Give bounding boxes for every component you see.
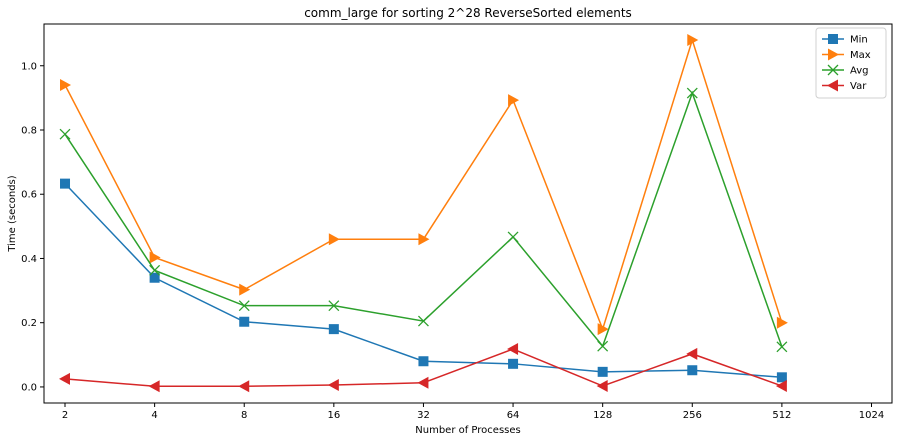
legend-marker — [828, 34, 838, 44]
x-tick-label: 256 — [683, 410, 702, 421]
data-point-max — [328, 233, 340, 246]
legend-item-max: Max — [822, 48, 871, 61]
axes: 2 4 8 16 32 64 128 256 512 1024 0.0 0.2 0.4 0.6 0.8 1.0 — [21, 23, 893, 421]
chart-title: comm_large for sorting 2^28 ReverseSorte… — [304, 6, 632, 20]
y-tick-label: 0.0 — [21, 382, 37, 393]
data-point-min — [149, 272, 160, 283]
x-tick-label: 32 — [417, 410, 430, 421]
legend: Min Max Avg Var — [815, 27, 887, 99]
legend-item-avg: Avg — [822, 64, 869, 77]
data-point-var — [775, 379, 787, 392]
y-tick-label: 0.2 — [21, 318, 37, 329]
data-point-var — [238, 380, 250, 393]
x-tick-label: 4 — [151, 410, 157, 421]
data-point-min — [776, 372, 787, 383]
series-line-avg — [64, 90, 783, 348]
x-tick-label: 128 — [593, 410, 612, 421]
x-tick-label: 16 — [327, 410, 340, 421]
series-var — [59, 343, 787, 393]
legend-label: Var — [850, 81, 867, 92]
data-point-min — [239, 316, 250, 327]
data-point-var — [417, 376, 429, 389]
data-point-avg — [328, 300, 340, 312]
x-tick-label: 1024 — [859, 410, 884, 421]
legend-marker — [827, 79, 838, 92]
data-point-min — [418, 356, 429, 367]
data-point-avg — [59, 128, 71, 140]
x-tick-label: 512 — [772, 410, 791, 421]
legend-label: Min — [850, 35, 868, 46]
data-point-min — [328, 324, 339, 335]
data-point-max — [239, 283, 251, 296]
y-tick-label: 0.4 — [21, 254, 37, 265]
data-point-avg — [238, 300, 250, 312]
data-point-avg — [507, 231, 519, 243]
data-point-min — [508, 358, 519, 369]
legend-label: Avg — [850, 66, 869, 77]
data-point-avg — [776, 341, 788, 353]
x-axis-title: Number of Processes — [415, 425, 520, 436]
data-point-avg — [597, 340, 609, 352]
legend-box — [815, 27, 887, 99]
legend-item-min: Min — [822, 34, 868, 46]
data-point-avg — [149, 264, 161, 276]
data-point-var — [507, 343, 519, 356]
y-tick-label: 1.0 — [21, 61, 37, 72]
plot-frame — [43, 23, 893, 404]
data-point-min — [597, 366, 608, 377]
data-point-var — [59, 372, 71, 385]
data-point-max — [776, 316, 788, 329]
x-tick-label: 64 — [507, 410, 520, 421]
legend-label: Max — [850, 50, 871, 61]
data-point-min — [687, 365, 698, 376]
data-point-max — [60, 79, 72, 92]
y-axis-title: Time (seconds) — [7, 175, 18, 252]
data-point-min — [60, 178, 71, 189]
series-layer — [59, 34, 788, 393]
data-point-max — [149, 251, 161, 264]
legend-marker — [828, 48, 839, 61]
data-point-var — [596, 379, 608, 392]
data-point-avg — [417, 315, 429, 327]
data-point-max — [687, 34, 699, 47]
series-max — [60, 34, 788, 336]
series-min — [60, 178, 787, 383]
x-tick-label: 2 — [62, 410, 68, 421]
data-point-var — [327, 379, 339, 392]
data-point-max — [418, 233, 430, 246]
legend-marker — [827, 64, 839, 76]
series-avg — [59, 87, 788, 353]
y-tick-label: 0.8 — [21, 125, 37, 136]
data-point-max — [597, 323, 609, 336]
legend-item-var: Var — [822, 79, 867, 92]
data-point-var — [148, 380, 160, 393]
x-tick-label: 8 — [241, 410, 247, 421]
data-point-var — [686, 347, 698, 360]
data-point-max — [508, 94, 520, 107]
series-line-min — [64, 183, 782, 379]
y-tick-label: 0.6 — [21, 190, 37, 201]
data-point-avg — [686, 87, 698, 99]
